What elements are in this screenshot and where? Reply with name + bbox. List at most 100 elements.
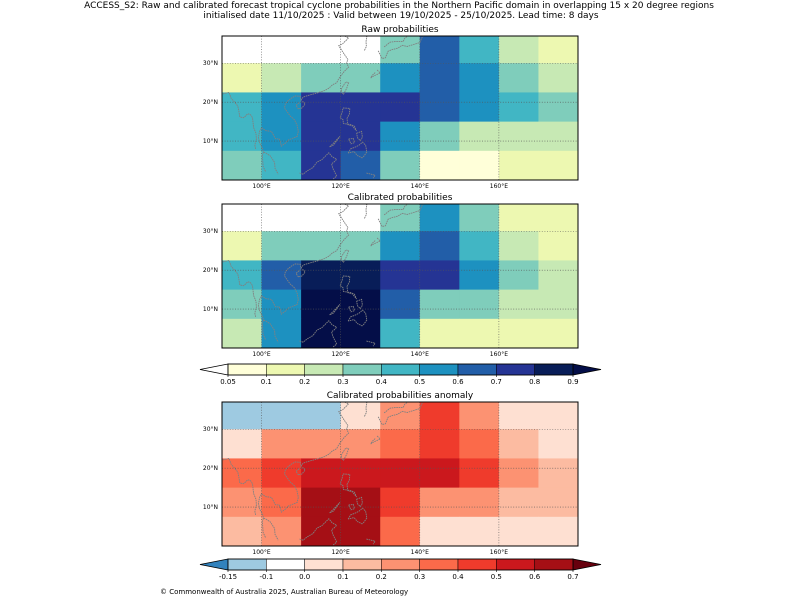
colorbar-tick-label: 0.5	[491, 573, 502, 581]
heatmap-cell	[261, 402, 302, 430]
colorbar-under-extension	[199, 558, 229, 571]
colorbar-tick-label: 0.3	[337, 378, 348, 386]
heatmap-cell	[498, 260, 539, 291]
heatmap-cell	[459, 204, 500, 232]
colorbar-tick-label: 0.2	[376, 573, 387, 581]
coastline-segment	[356, 496, 363, 508]
colorbar-segment	[266, 558, 305, 571]
colorbar-tick-label: 0.5	[414, 378, 425, 386]
heatmap-cell	[498, 231, 539, 261]
map-frame	[221, 203, 579, 349]
coastline-segment	[222, 259, 257, 317]
heatmap-cell	[340, 458, 381, 489]
coastline-segment	[339, 473, 357, 498]
heatmap-cell	[459, 92, 500, 123]
heatmap-cell	[498, 36, 539, 64]
heatmap-cell	[459, 318, 500, 349]
coastline-segment	[329, 502, 341, 514]
heatmap-cell	[222, 36, 262, 64]
anomaly-colorbar: -0.15 -0.1 0.0 0.1 0.2 0.3 0.4 0.5 0.6 0.7	[199, 558, 602, 581]
colorbar-frame	[227, 363, 574, 376]
gridlines	[222, 36, 578, 180]
heatmap-cells	[222, 402, 579, 547]
heatmap-cell	[419, 150, 460, 181]
heatmap-cell	[301, 231, 342, 261]
coastline-segment	[295, 269, 306, 278]
heatmap-cell	[340, 92, 381, 123]
heatmap-cell	[380, 204, 421, 232]
coastline-segment	[383, 204, 409, 216]
colorbar-segment	[496, 363, 535, 376]
heatmap-cell	[419, 260, 460, 291]
colorbar-tick-label: 0.1	[337, 573, 348, 581]
heatmap-cell	[340, 318, 381, 349]
heatmap-cell	[380, 429, 421, 459]
colorbar-tick-label: 0.7	[491, 378, 502, 386]
heatmap-cell	[498, 487, 539, 518]
colorbar-tick-label: -0.15	[219, 573, 237, 581]
heatmap-cell	[538, 429, 579, 459]
coastline-segment	[347, 141, 368, 159]
panel-raw-probabilities: Raw probabilities 100°E 120°E 140°E 160°E 30°…	[203, 25, 579, 190]
coastline-segment	[261, 151, 266, 172]
heatmap-cell	[538, 260, 579, 291]
colorbar-tick-label: 0.05	[220, 378, 236, 386]
coastline-segment	[348, 137, 356, 145]
coastline-segment	[366, 172, 376, 179]
heatmap-cell	[301, 402, 342, 430]
map-frame	[221, 401, 579, 547]
heatmap-cell	[301, 487, 342, 518]
coastline-segment	[366, 538, 376, 545]
heatmap-cell	[340, 121, 381, 152]
heatmap-cell	[498, 121, 539, 152]
y-tick-label: 20°N	[203, 267, 218, 274]
gridlines	[222, 204, 578, 348]
panel-title: Calibrated probabilities	[348, 193, 453, 203]
coastline	[222, 402, 424, 546]
colorbar-over-extension	[572, 558, 602, 571]
x-tick-label: 160°E	[490, 549, 508, 556]
heatmap-cell	[380, 36, 421, 64]
heatmap-cell	[301, 318, 342, 349]
heatmap-cell	[419, 402, 460, 430]
heatmap-cell	[538, 231, 579, 261]
coastline-segment	[370, 435, 381, 445]
heatmap-cells	[222, 204, 579, 349]
coastline-segment	[363, 402, 368, 417]
heatmap-cell	[261, 289, 302, 320]
heatmap-cell	[538, 516, 579, 547]
colorbar-tick-label: 0.8	[529, 378, 540, 386]
heatmap-cell	[301, 516, 342, 547]
heatmap-cell	[222, 318, 262, 349]
y-tick-label: 10°N	[203, 306, 218, 313]
heatmap-cell	[261, 458, 302, 489]
heatmap-cell	[419, 487, 460, 518]
coastline-segment	[257, 36, 350, 175]
colorbar-segment	[342, 363, 382, 376]
colorbar-tick-label: 0.4	[452, 573, 464, 581]
heatmap-cell	[498, 289, 539, 320]
map-frame	[221, 35, 579, 181]
coastline-segment	[339, 107, 357, 132]
colorbar-segment	[227, 558, 267, 571]
heatmap-cell	[380, 150, 421, 181]
heatmap-cell	[261, 92, 302, 123]
heatmap-cell	[340, 231, 381, 261]
colorbar-tick-label: 0.0	[299, 573, 310, 581]
x-tick-label: 140°E	[411, 183, 429, 190]
heatmap-cell	[340, 429, 381, 459]
heatmap-cell	[261, 121, 302, 152]
colorbar-tick-label: 0.3	[414, 573, 425, 581]
heatmap-cell	[538, 289, 579, 320]
heatmap-cell	[459, 63, 500, 93]
y-tick-label: 30°N	[203, 228, 218, 235]
panel-calibrated-anomaly: Calibrated probabilities anomaly 100°E 120…	[203, 391, 579, 556]
figure-title-line1: ACCESS_S2: Raw and calibrated forecast t…	[84, 1, 714, 11]
heatmap-cell	[301, 289, 342, 320]
heatmap-cell	[261, 231, 302, 261]
heatmap-cell	[419, 458, 460, 489]
heatmap-cell	[419, 516, 460, 547]
coastline-segment	[329, 136, 341, 148]
heatmap-cell	[380, 289, 421, 320]
